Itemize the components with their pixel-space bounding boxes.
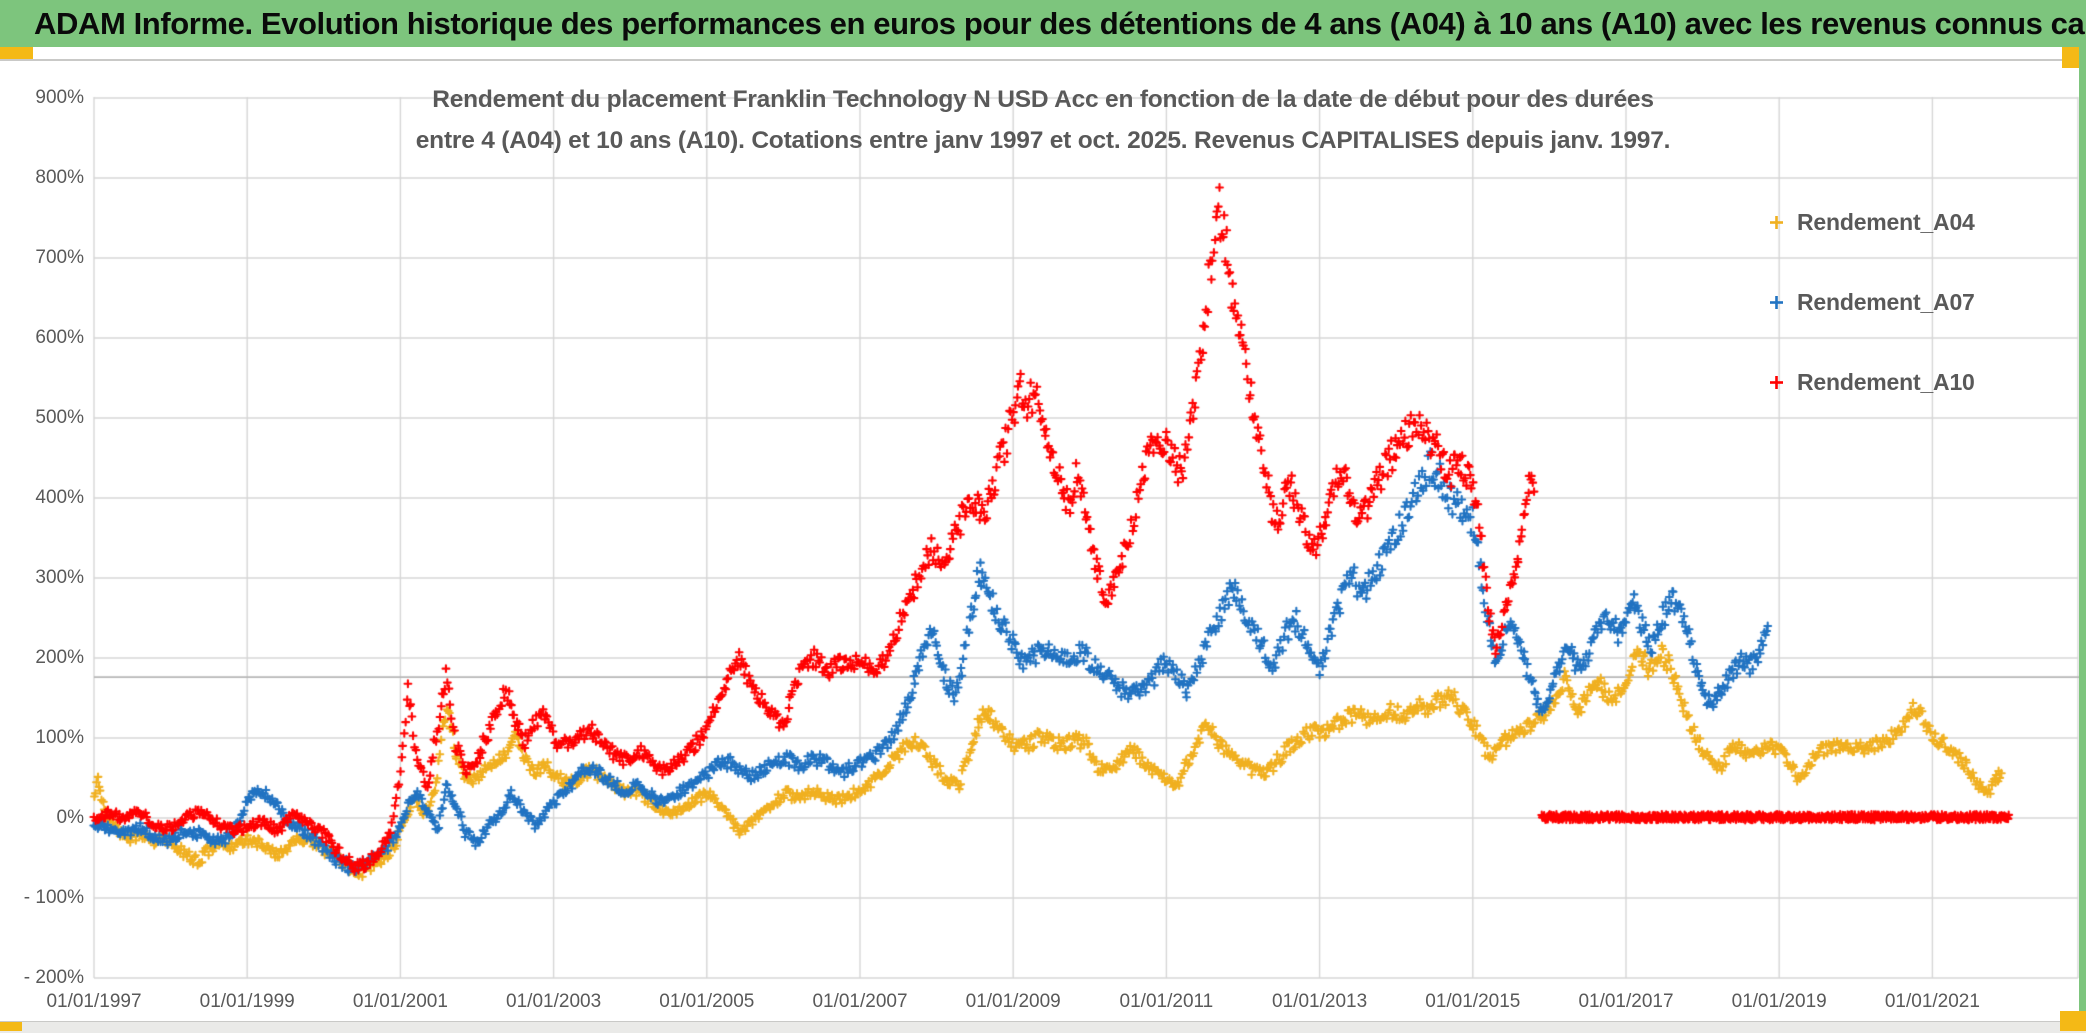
- x-axis-tick-label: 01/01/2003: [506, 991, 602, 1012]
- legend-item-rendement-a07: Rendement_A07: [1768, 289, 1975, 316]
- x-axis-tick-label: 01/01/1999: [199, 991, 295, 1012]
- x-axis-tick-label: 01/01/2013: [1272, 991, 1368, 1012]
- accent-bottom-left: [0, 1022, 22, 1031]
- accent-bottom-right: [2060, 1011, 2086, 1031]
- y-axis-tick-label: 900%: [35, 87, 84, 108]
- y-axis-tick-label: 800%: [35, 167, 84, 188]
- y-axis-tick-label: 100%: [35, 727, 84, 748]
- y-axis-tick-label: 400%: [35, 487, 84, 508]
- app-title: ADAM Informe. Evolution historique des p…: [34, 5, 2086, 41]
- y-axis-tick-label: 0%: [56, 807, 84, 828]
- legend-item-rendement-a04: Rendement_A04: [1768, 209, 1975, 236]
- x-axis-tick-label: 01/01/2005: [659, 991, 755, 1012]
- x-axis-tick-label: 01/01/2007: [812, 991, 908, 1012]
- legend-label: Rendement_A04: [1797, 209, 1975, 235]
- x-axis-tick-label: 01/01/1997: [46, 991, 142, 1012]
- y-axis-tick-label: 500%: [35, 407, 84, 428]
- plus-marker-icon: [1770, 216, 1783, 229]
- app-title-bar: ADAM Informe. Evolution historique des p…: [0, 0, 2086, 47]
- legend-item-rendement-a10: Rendement_A10: [1768, 369, 1975, 396]
- legend-label: Rendement_A07: [1797, 289, 1975, 315]
- y-axis-tick-label: 200%: [35, 647, 84, 668]
- accent-top-left: [0, 47, 33, 59]
- y-axis-tick-label: 600%: [35, 327, 84, 348]
- x-axis-tick-label: 01/01/2015: [1425, 991, 1521, 1012]
- y-axis-tick-label: 300%: [35, 567, 84, 588]
- x-axis-tick-label: 01/01/2021: [1884, 991, 1980, 1012]
- chart-title-line2: entre 4 (A04) et 10 ans (A10). Cotations…: [415, 127, 1671, 154]
- chart-title-line1: Rendement du placement Franklin Technolo…: [432, 86, 1654, 113]
- y-axis-tick-label: - 100%: [23, 887, 84, 908]
- x-axis-tick-label: 01/01/2001: [352, 991, 448, 1012]
- y-axis-tick-label: 700%: [35, 247, 84, 268]
- x-axis-tick-label: 01/01/2011: [1119, 991, 1214, 1012]
- plus-marker-icon: [1770, 376, 1783, 389]
- x-axis-tick-label: 01/01/2009: [965, 991, 1061, 1012]
- x-axis-tick-label: 01/01/2019: [1731, 991, 1827, 1012]
- y-axis-tick-label: - 200%: [23, 967, 84, 988]
- plus-marker-icon: [1770, 296, 1783, 309]
- window-right-border: [2079, 47, 2086, 1013]
- window-bottom-strip: [0, 1021, 2086, 1033]
- legend-label: Rendement_A10: [1797, 369, 1975, 395]
- titlebar-divider-row: [0, 47, 2086, 61]
- x-axis-tick-label: 01/01/2017: [1578, 991, 1674, 1012]
